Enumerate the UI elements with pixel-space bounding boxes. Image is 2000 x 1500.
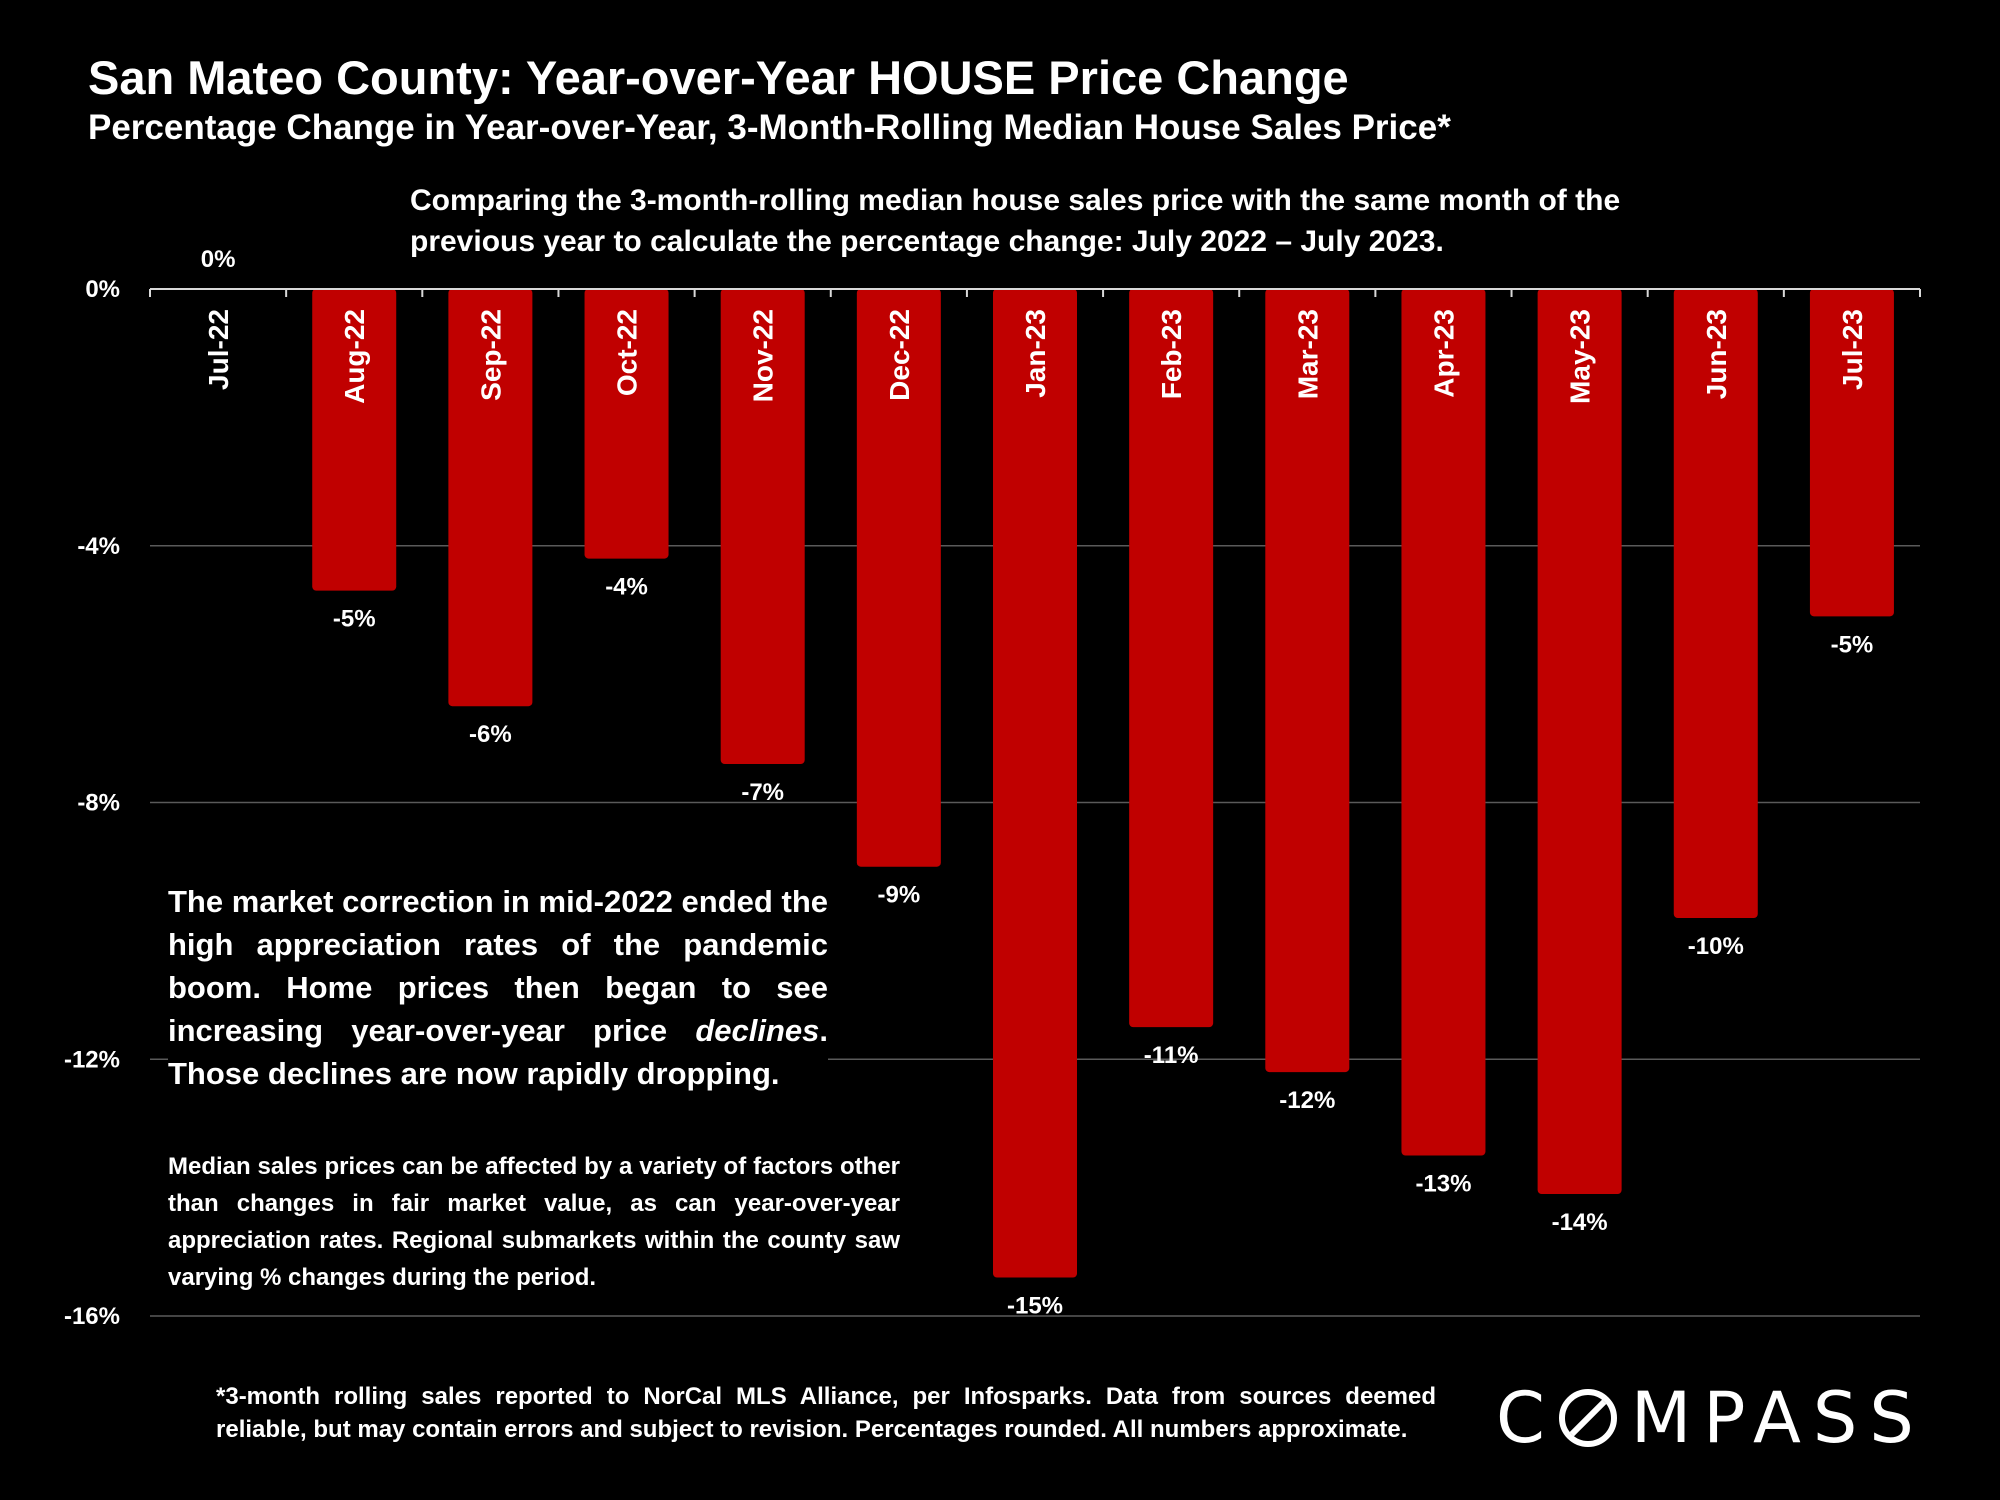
chart-note: Comparing the 3-month-rolling median hou… [410, 184, 1621, 258]
bar [1129, 289, 1214, 1028]
annotation-text: The market correction in mid-2022 ended … [168, 880, 828, 1095]
bar [1537, 289, 1622, 1195]
category-label: Jul-22 [203, 309, 234, 390]
data-label: -9% [878, 882, 921, 909]
data-label: -10% [1688, 933, 1744, 960]
y-tick-label: -4% [77, 533, 120, 560]
category-label: Jul-23 [1837, 309, 1868, 390]
data-label: -4% [605, 574, 648, 601]
axes [149, 288, 1921, 297]
annotation-part1: The market correction in mid-2022 ended … [168, 884, 828, 1048]
data-label: -5% [1831, 631, 1874, 658]
bar [1809, 289, 1894, 617]
data-label: -13% [1415, 1171, 1471, 1198]
y-tick-label: 0% [85, 276, 120, 303]
category-label: Jun-23 [1701, 309, 1732, 399]
category-label: Sep-22 [475, 309, 506, 401]
chart-title: San Mateo County: Year-over-Year HOUSE P… [88, 51, 1349, 104]
category-label: Mar-23 [1292, 309, 1323, 399]
data-label: -6% [469, 721, 512, 748]
category-label: Oct-22 [612, 309, 643, 396]
y-tick-label: -12% [64, 1046, 120, 1073]
logo-text-start: C [1496, 1377, 1557, 1459]
category-label: Nov-22 [748, 309, 779, 402]
chart-subtitle: Percentage Change in Year-over-Year, 3-M… [88, 108, 1451, 147]
category-label: Dec-22 [884, 309, 915, 401]
annotation-part2: . Those declines are now rapidly droppin… [168, 1013, 828, 1091]
category-label: Jan-23 [1020, 309, 1051, 398]
footnote: *3-month rolling sales reported to NorCa… [216, 1383, 1436, 1443]
bar [856, 289, 941, 867]
category-label: Aug-22 [339, 309, 370, 404]
y-tick-label: -16% [64, 1303, 120, 1330]
bar [584, 289, 669, 559]
data-label: -11% [1144, 1042, 1199, 1069]
category-labels: Jul-22 Aug-22 Sep-22 Oct-22 Nov-22 Dec-22 Jan-… [203, 309, 1868, 404]
bar [993, 289, 1077, 1278]
compass-o-icon [1558, 1389, 1617, 1447]
disclaimer-text: Median sales prices can be affected by a… [168, 1148, 900, 1296]
y-tick-labels: 0% -4% -8% -12% -16% [64, 276, 120, 1330]
category-label: May-23 [1565, 309, 1596, 404]
compass-logo: C MPASS [1496, 1377, 1926, 1459]
bar [448, 289, 533, 707]
data-label: 0% [201, 246, 236, 273]
category-label: Feb-23 [1156, 309, 1187, 399]
bar [1265, 289, 1350, 1073]
y-tick-label: -8% [77, 790, 120, 817]
annotation-emphasis: declines [695, 1013, 820, 1048]
data-label: -12% [1279, 1087, 1335, 1114]
data-label: -7% [741, 779, 784, 806]
bars [312, 289, 1894, 1278]
logo-text-end: MPASS [1630, 1377, 1926, 1459]
data-label: -15% [1007, 1292, 1063, 1319]
data-label: -5% [333, 606, 376, 633]
bar [312, 289, 397, 591]
data-labels: 0% -5% -6% -4% -7% -9% -15% -11% -12% -13% -14% -10… [201, 246, 1874, 1319]
data-label: -14% [1552, 1209, 1608, 1236]
bar [1401, 289, 1486, 1156]
bar [720, 289, 805, 764]
bar [1673, 289, 1758, 919]
category-label: Apr-23 [1428, 309, 1459, 398]
